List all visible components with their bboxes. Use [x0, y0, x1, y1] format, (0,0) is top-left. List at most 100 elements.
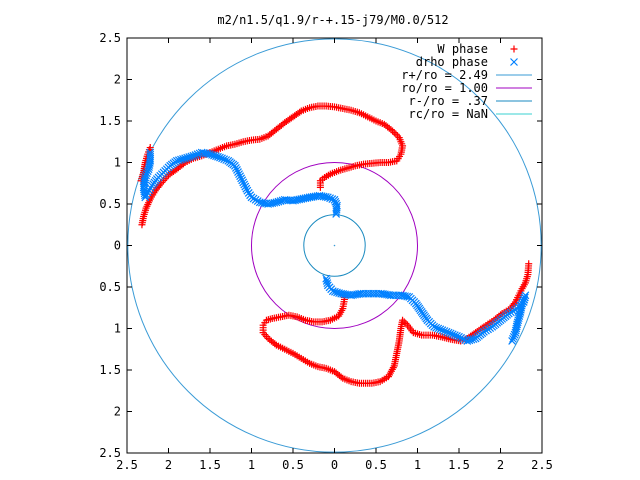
y-tick-label: 1	[114, 156, 121, 170]
y-tick-label: 1.5	[99, 363, 121, 377]
data-point	[511, 328, 520, 337]
data-point	[222, 156, 231, 164]
data-point	[446, 329, 455, 338]
data-point	[326, 194, 334, 203]
x-tick-label: 1	[248, 458, 255, 472]
legend-label: r-/ro = .37	[409, 94, 488, 108]
data-point	[509, 334, 517, 343]
data-point	[455, 332, 463, 341]
data-point	[508, 337, 517, 345]
data-point	[459, 334, 468, 343]
chart-title: m2/n1.5/q1.9/r-+.15-j79/M0.0/512	[217, 13, 448, 27]
data-point	[240, 180, 249, 189]
data-point	[234, 168, 242, 176]
data-series	[137, 102, 533, 387]
y-tick-label: 2.5	[99, 446, 121, 460]
x-tick-label: 1.5	[448, 458, 470, 472]
data-point	[453, 332, 461, 340]
y-tick-label: 2.5	[99, 31, 121, 45]
data-point	[193, 150, 202, 159]
data-point	[220, 155, 229, 164]
data-point	[195, 149, 204, 158]
data-point	[138, 221, 146, 229]
data-point	[257, 198, 266, 207]
data-point	[328, 195, 337, 203]
data-point	[521, 291, 530, 300]
data-point	[402, 320, 410, 328]
x-tick-label: 1.5	[199, 458, 221, 472]
data-point	[382, 122, 390, 130]
data-point	[266, 131, 274, 139]
data-point	[469, 335, 478, 344]
data-point	[519, 295, 528, 304]
data-point	[444, 328, 453, 337]
data-point	[394, 132, 402, 140]
data-point	[236, 172, 245, 181]
data-point	[509, 332, 518, 341]
data-point	[330, 195, 339, 204]
data-point	[146, 148, 155, 157]
x-tick-label: 0.5	[365, 458, 387, 472]
legend-label: drho phase	[416, 55, 488, 69]
data-point	[141, 173, 150, 182]
axis-ticks: 2.5 2 1.5 1 0.5 0 0.5 1 1.5 2 2.52.521.510.500.511…	[99, 31, 553, 472]
data-point	[239, 178, 248, 187]
legend-label: ro/ro = 1.00	[401, 81, 488, 95]
data-point	[520, 293, 529, 302]
y-tick-label: 0.5	[99, 280, 121, 294]
series-w-phase	[137, 102, 533, 387]
data-point	[438, 326, 447, 335]
series-drho-phase	[139, 148, 530, 345]
data-point	[395, 134, 403, 142]
data-point	[142, 169, 151, 178]
data-point	[224, 156, 233, 165]
x-tick-label: 2.5	[116, 458, 138, 472]
data-point	[430, 322, 439, 331]
data-point	[332, 369, 340, 377]
data-point	[436, 325, 445, 334]
data-point	[174, 156, 183, 165]
data-point	[191, 151, 200, 159]
data-point	[510, 330, 519, 339]
data-point	[440, 327, 449, 335]
data-point	[448, 330, 457, 339]
data-point	[142, 171, 151, 180]
legend-label: W phase	[437, 42, 488, 56]
data-point	[432, 323, 441, 332]
x-tick-label: 1	[414, 458, 421, 472]
y-tick-label: 2	[114, 405, 121, 419]
data-point	[266, 336, 274, 344]
data-point	[322, 274, 331, 283]
x-tick-label: 2.5	[531, 458, 553, 472]
data-point	[241, 182, 250, 191]
data-point	[323, 279, 332, 288]
data-point	[146, 150, 155, 159]
data-point	[392, 130, 400, 138]
data-point	[434, 324, 443, 333]
data-point	[322, 276, 331, 285]
data-point	[243, 186, 252, 195]
data-point	[403, 292, 412, 301]
data-point	[450, 331, 459, 340]
data-point	[457, 333, 465, 342]
x-tick-label: 2	[497, 458, 504, 472]
y-tick-label: 2	[114, 73, 121, 87]
data-point	[197, 148, 206, 157]
data-point	[333, 201, 341, 210]
data-point	[390, 129, 398, 137]
data-point	[218, 154, 226, 163]
legend-marker	[510, 45, 518, 53]
data-point	[242, 184, 251, 193]
y-tick-label: 0	[114, 239, 121, 253]
legend-label: r+/ro = 2.49	[401, 68, 488, 82]
x-tick-label: 0	[331, 458, 338, 472]
y-tick-label: 1.5	[99, 114, 121, 128]
center-dot	[333, 244, 336, 247]
data-point	[238, 176, 247, 185]
legend-label: rc/ro = NaN	[409, 107, 488, 121]
data-point	[237, 174, 246, 183]
x-tick-label: 0.5	[282, 458, 304, 472]
data-point	[233, 166, 241, 174]
